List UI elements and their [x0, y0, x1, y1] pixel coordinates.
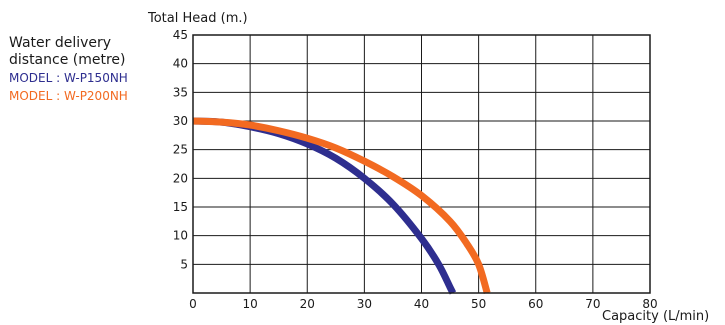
x-tick-label-2: 20	[300, 297, 315, 311]
series-lines	[192, 117, 491, 295]
plot-border	[192, 34, 651, 294]
x-tick-label-4: 40	[414, 297, 429, 311]
grid	[192, 34, 651, 293]
y-tick-label-7: 40	[173, 57, 188, 71]
x-tick-label-6: 60	[528, 297, 543, 311]
series-line-1	[192, 117, 491, 295]
x-tick-label-1: 10	[242, 297, 257, 311]
y-tick-label-8: 45	[173, 28, 188, 42]
x-tick-label-7: 70	[585, 297, 600, 311]
legend-series-1: MODEL : W-P200NH	[9, 89, 128, 103]
legend-heading-line1: Water delivery	[9, 35, 112, 51]
y-tick-label-1: 10	[173, 229, 188, 243]
tick-labels: 0 10 20 30 40 50 60 70 80 5 10 15 20 25 30 35 40 45	[173, 28, 658, 311]
y-tick-label-5: 30	[173, 114, 188, 128]
plot-frame	[192, 34, 651, 294]
legend-heading-line2: distance (metre)	[9, 52, 126, 68]
y-tick-label-2: 15	[173, 200, 188, 214]
x-tick-label-8: 80	[642, 297, 657, 311]
chart-legend: Water delivery distance (metre) MODEL : …	[9, 35, 128, 105]
y-axis-label: Total Head (m.)	[147, 11, 248, 26]
legend-series-0: MODEL : W-P150NH	[9, 71, 128, 85]
y-tick-label-0: 5	[180, 257, 188, 271]
x-tick-label-5: 50	[471, 297, 486, 311]
y-tick-label-4: 25	[173, 143, 188, 157]
x-axis-label: Capacity (L/min)	[602, 309, 709, 324]
x-tick-label-3: 30	[357, 297, 372, 311]
x-tick-label-0: 0	[189, 297, 197, 311]
y-tick-label-3: 20	[173, 171, 188, 185]
y-tick-label-6: 35	[173, 85, 188, 99]
